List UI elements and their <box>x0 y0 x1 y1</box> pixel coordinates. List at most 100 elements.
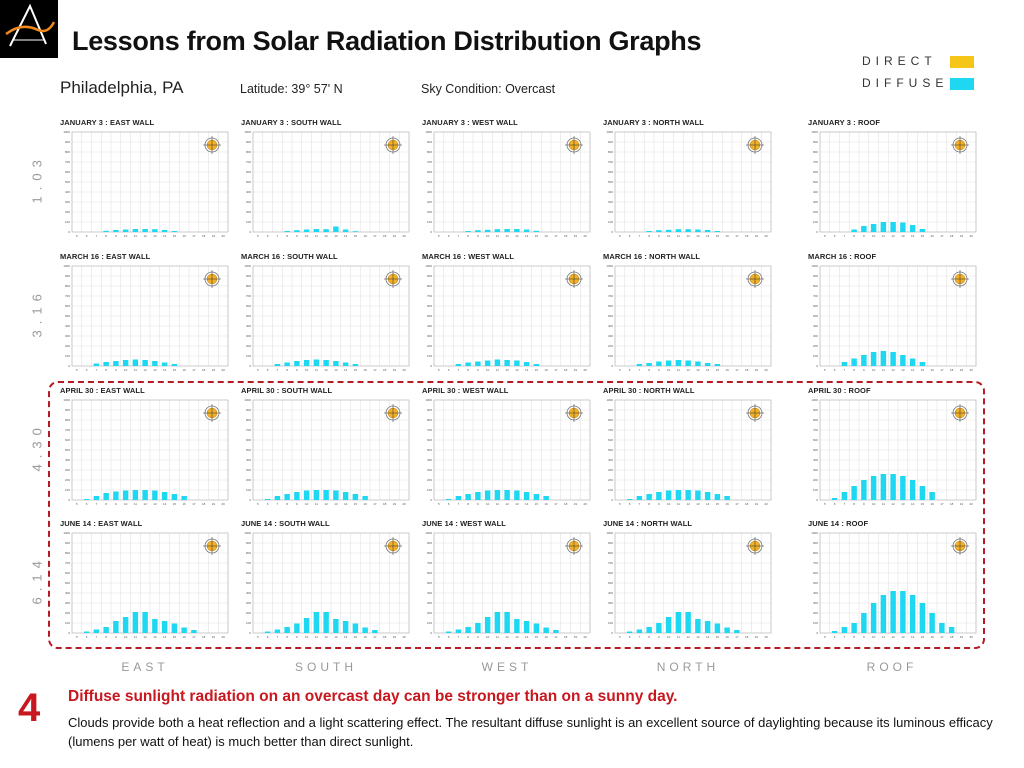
diffuse-bar <box>523 621 530 633</box>
x-tick-label: 7 <box>844 234 846 238</box>
x-tick-label: 12 <box>324 502 328 506</box>
plot-frame <box>433 399 591 501</box>
y-tick-label: 800 <box>246 284 251 288</box>
chart-title: JUNE 14 : EAST WALL <box>60 519 143 528</box>
diffuse-bar <box>113 361 119 366</box>
x-tick-label: 9 <box>115 234 117 238</box>
x-tick-label: 12 <box>143 234 147 238</box>
x-tick-label: 17 <box>554 635 558 639</box>
diffuse-bar <box>445 631 452 633</box>
chart-panel: MARCH 16 : EAST WALL 1000 900 800 700 600 500 4… <box>58 252 236 378</box>
x-tick-label: 10 <box>872 234 876 238</box>
diffuse-bar <box>274 496 281 500</box>
chart-title: JUNE 14 : ROOF <box>808 519 869 528</box>
diffuse-bar <box>475 623 481 633</box>
x-tick-label: 17 <box>554 502 558 506</box>
row-label-apr: 4.30 <box>29 422 45 472</box>
y-tick-label: 900 <box>65 274 70 278</box>
diffuse-bar <box>284 627 290 633</box>
y-tick-label: 400 <box>608 591 613 595</box>
x-tick-label: 14 <box>344 502 348 506</box>
x-tick-label: 18 <box>383 502 387 506</box>
sun-path-icon <box>565 537 583 555</box>
y-tick-label: 700 <box>246 294 251 298</box>
diffuse-bar <box>142 229 148 232</box>
y-tick-label: 700 <box>246 428 251 432</box>
y-tick-label: 800 <box>608 150 613 154</box>
y-tick-label: 900 <box>608 274 613 278</box>
y-tick-label: 100 <box>246 488 251 492</box>
chart-panel: JUNE 14 : WEST WALL 1000 900 800 700 600 500 40… <box>420 519 598 645</box>
x-tick-label: 13 <box>901 368 905 372</box>
diffuse-bar <box>161 492 168 500</box>
x-tick-label: 8 <box>105 368 107 372</box>
x-tick-label: 6 <box>267 368 269 372</box>
x-tick-label: 9 <box>115 635 117 639</box>
diffuse-bar <box>656 361 662 366</box>
diffuse-bar <box>303 490 310 500</box>
y-tick-label: 800 <box>246 551 251 555</box>
chart-panel: JANUARY 3 : WEST WALL 1000 900 800 700 600 500… <box>420 118 598 244</box>
x-tick-label: 7 <box>844 368 846 372</box>
x-tick-label: 16 <box>725 368 729 372</box>
diffuse-bar <box>323 490 329 500</box>
chart-title: JUNE 14 : NORTH WALL <box>603 519 693 528</box>
diffuse-bar <box>724 627 730 633</box>
x-tick-label: 8 <box>853 502 855 506</box>
diffuse-bar <box>284 231 290 232</box>
y-tick-label: 600 <box>246 571 251 575</box>
note-body: Clouds provide both a heat reflection an… <box>68 715 993 749</box>
y-tick-label: 600 <box>813 571 818 575</box>
y-tick-label: 200 <box>246 344 251 348</box>
y-tick-label: 200 <box>427 210 432 214</box>
diffuse-bar <box>475 230 481 232</box>
chart-title: MARCH 16 : WEST WALL <box>422 252 514 261</box>
x-tick-label: 6 <box>834 234 836 238</box>
y-tick-label: 700 <box>246 561 251 565</box>
x-tick-label: 15 <box>716 234 720 238</box>
chart-title: JUNE 14 : WEST WALL <box>422 519 506 528</box>
y-tick-label: 500 <box>813 581 818 585</box>
diffuse-bar <box>861 480 867 500</box>
sun-path-icon <box>203 537 221 555</box>
x-tick-label: 19 <box>393 635 397 639</box>
diffuse-bar <box>372 630 378 633</box>
x-tick-label: 15 <box>173 368 177 372</box>
y-tick-label: 300 <box>813 468 818 472</box>
x-tick-label: 9 <box>296 635 298 639</box>
sun-path-icon <box>746 270 764 288</box>
x-tick-label: 10 <box>667 635 671 639</box>
diffuse-bar <box>113 621 119 633</box>
y-tick-label: 100 <box>427 354 432 358</box>
y-tick-label: 200 <box>65 478 70 482</box>
diffuse-bar <box>171 494 178 500</box>
x-tick-label: 15 <box>354 368 358 372</box>
x-tick-label: 10 <box>124 635 128 639</box>
row-label-mar: 3.16 <box>29 288 45 338</box>
y-tick-label: 300 <box>427 334 432 338</box>
y-tick-label: 900 <box>246 274 251 278</box>
x-tick-label: 18 <box>202 635 206 639</box>
chart-panel: APRIL 30 : EAST WALL 1000 900 800 700 600 500 4… <box>58 386 236 512</box>
y-tick-label: 600 <box>813 170 818 174</box>
diffuse-bar <box>342 492 349 500</box>
x-tick-label: 14 <box>525 234 529 238</box>
x-tick-label: 10 <box>486 635 490 639</box>
y-tick-label: 200 <box>246 611 251 615</box>
y-tick-label: 0 <box>611 364 613 368</box>
y-tick-label: 900 <box>427 408 432 412</box>
y-tick-label: 800 <box>427 150 432 154</box>
diffuse-bar <box>909 358 916 366</box>
x-tick-label: 12 <box>143 635 147 639</box>
diffuse-bar <box>93 363 100 366</box>
x-tick-label: 7 <box>458 368 460 372</box>
diffuse-bar <box>890 222 896 232</box>
latitude-label: Latitude: 39° 57' N <box>240 82 343 96</box>
y-tick-label: 400 <box>608 190 613 194</box>
x-tick-label: 18 <box>745 502 749 506</box>
x-tick-label: 5 <box>257 368 259 372</box>
diffuse-bar <box>704 492 711 500</box>
diffuse-bar <box>142 612 148 633</box>
column-label-south: SOUTH <box>295 660 357 674</box>
